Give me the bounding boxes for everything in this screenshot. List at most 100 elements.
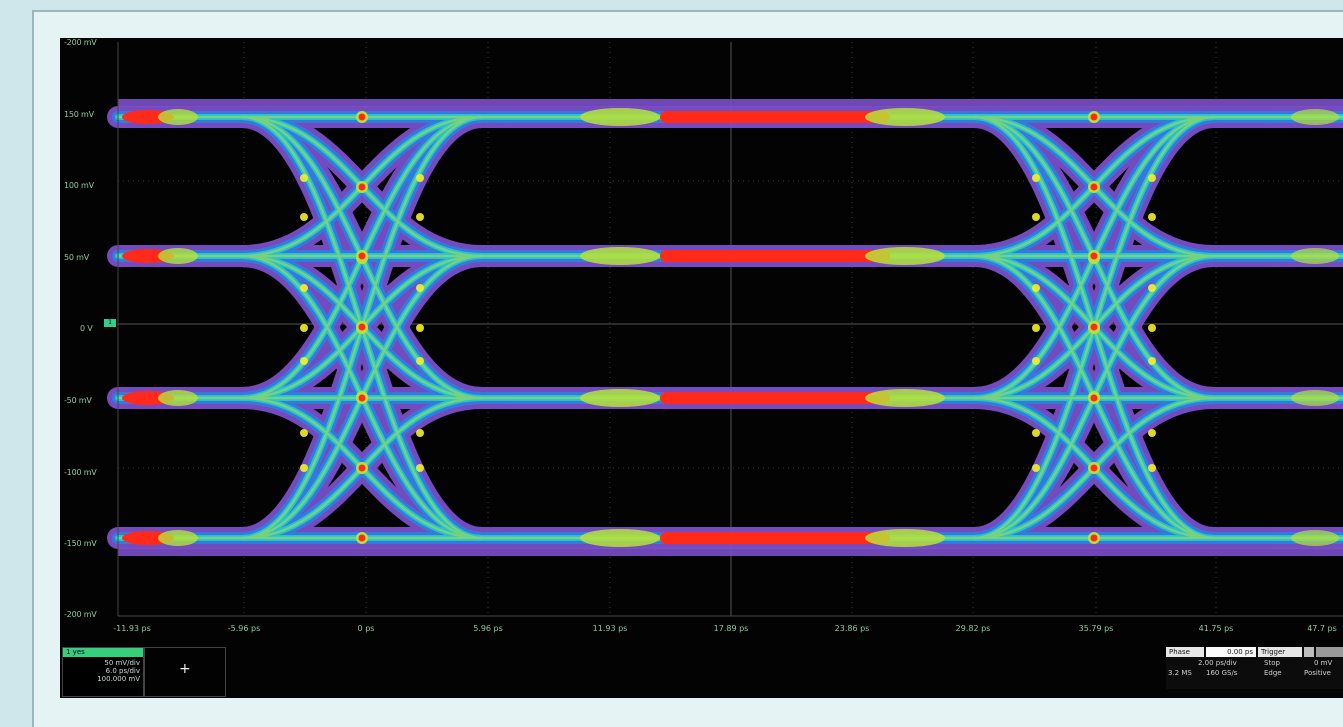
- add-channel-box[interactable]: +: [144, 647, 226, 697]
- crossing-side: [1032, 324, 1040, 332]
- crossing-side: [416, 324, 424, 332]
- channel-info-box[interactable]: 1 yes 50 mV/div 6.0 ps/div 100.000 mV: [62, 647, 144, 697]
- sample-rate: 160 GS/s: [1206, 669, 1238, 677]
- crossing-hot: [1090, 464, 1098, 472]
- density-hotspots: [122, 108, 1339, 547]
- crossing-side: [416, 284, 424, 292]
- bottom-rail: [118, 548, 1343, 556]
- trigger-label[interactable]: Trigger: [1258, 647, 1302, 657]
- crossing-side: [1148, 284, 1156, 292]
- plateau-warm: [865, 108, 945, 126]
- acquisition-status-panel[interactable]: Phase 0.00 ps Trigger 2.00 ps/div Stop 0…: [1166, 647, 1343, 689]
- edge-warm: [158, 390, 198, 406]
- crossing-side: [300, 357, 308, 365]
- crossing-side: [416, 213, 424, 221]
- plateau-warm: [580, 389, 660, 407]
- channel-offset: 100.000 mV: [97, 675, 140, 683]
- crossing-side: [1032, 464, 1040, 472]
- trigger-slope: Positive: [1304, 669, 1331, 677]
- x-tick-label-1: -5.96 ps: [227, 624, 261, 633]
- trigger-level: 0 mV: [1314, 659, 1333, 667]
- x-tick-label-4: 11.93 ps: [592, 624, 628, 633]
- crossing-hot: [1090, 534, 1098, 542]
- edge-warm: [158, 109, 198, 125]
- y-tick-label-1: 150 mV: [64, 110, 94, 119]
- crossing-side: [1032, 284, 1040, 292]
- plateau-warm: [865, 247, 945, 265]
- crossing-side: [1148, 429, 1156, 437]
- x-tick-label-3: 5.96 ps: [473, 624, 503, 633]
- crossing-side: [1032, 357, 1040, 365]
- trigger-option-b[interactable]: [1316, 647, 1343, 657]
- y-tick-label-6: -100 mV: [64, 468, 97, 477]
- phase-value-field[interactable]: 0.00 ps: [1206, 647, 1256, 657]
- channel-tab[interactable]: 1 yes: [63, 648, 143, 657]
- trigger-option-a[interactable]: [1304, 647, 1314, 657]
- crossing-side: [1032, 213, 1040, 221]
- y-tick-label-8: -200 mV: [64, 610, 97, 619]
- crossing-side: [300, 324, 308, 332]
- crossing-side: [1148, 357, 1156, 365]
- edge-warm: [1291, 248, 1339, 264]
- crossing-hot: [1090, 323, 1098, 331]
- plateau-warm: [580, 247, 660, 265]
- plateau-warm: [580, 108, 660, 126]
- crossing-hot: [1090, 394, 1098, 402]
- timebase-value: 2.00 ps/div: [1198, 659, 1237, 667]
- crossing-hot: [358, 464, 366, 472]
- crossing-hot: [1090, 113, 1098, 121]
- crossing-hot: [358, 534, 366, 542]
- y-tick-label-0: -200 mV: [64, 38, 97, 47]
- y-tick-label-3: 50 mV: [64, 253, 89, 262]
- x-tick-label-6: 23.86 ps: [834, 624, 870, 633]
- crossing-side: [300, 213, 308, 221]
- eye-diagram-plot[interactable]: [60, 38, 1343, 698]
- plateau-warm: [865, 529, 945, 547]
- add-icon[interactable]: +: [179, 661, 191, 677]
- y-tick-label-7: -150 mV: [64, 539, 97, 548]
- crossing-hot: [358, 183, 366, 191]
- channel-vertical-scale: 50 mV/div: [104, 659, 140, 667]
- top-rail: [118, 99, 1343, 107]
- crossing-side: [1148, 213, 1156, 221]
- edge-warm: [1291, 390, 1339, 406]
- crossing-side: [300, 464, 308, 472]
- channel-zero-marker[interactable]: 1: [104, 319, 116, 327]
- x-tick-label-5: 17.89 ps: [713, 624, 749, 633]
- x-tick-label-2: 0 ps: [357, 624, 375, 633]
- plateau-hot: [660, 532, 890, 544]
- crossing-side: [1148, 174, 1156, 182]
- y-tick-label-5: -50 mV: [64, 396, 92, 405]
- oscilloscope-display[interactable]: -200 mV 150 mV 100 mV 50 mV 0 V -50 mV -…: [60, 38, 1343, 698]
- plateau-hot: [660, 250, 890, 262]
- crossing-hot: [358, 394, 366, 402]
- edge-warm: [1291, 530, 1339, 546]
- plateau-warm: [580, 529, 660, 547]
- crossing-side: [416, 357, 424, 365]
- plateau-hot: [660, 111, 890, 123]
- x-tick-label-9: 41.75 ps: [1198, 624, 1234, 633]
- x-tick-label-7: 29.82 ps: [955, 624, 991, 633]
- phase-label: Phase: [1166, 647, 1204, 657]
- plateau-hot: [660, 392, 890, 404]
- crossing-hot: [358, 113, 366, 121]
- crossing-hot: [358, 252, 366, 260]
- crossing-side: [1032, 429, 1040, 437]
- edge-warm: [158, 248, 198, 264]
- edge-warm: [1291, 109, 1339, 125]
- edge-warm: [158, 530, 198, 546]
- crossing-hot: [1090, 183, 1098, 191]
- crossing-side: [416, 174, 424, 182]
- crossing-side: [416, 464, 424, 472]
- crossing-side: [300, 429, 308, 437]
- x-tick-label-10: 47.7 ps: [1307, 624, 1337, 633]
- trigger-type: Edge: [1264, 669, 1282, 677]
- x-tick-label-0: -11.93 ps: [113, 624, 151, 633]
- crossing-side: [416, 429, 424, 437]
- y-tick-label-4: 0 V: [80, 324, 93, 333]
- crossing-hot: [358, 323, 366, 331]
- crossing-side: [300, 284, 308, 292]
- x-tick-label-8: 35.79 ps: [1078, 624, 1114, 633]
- crossing-side: [1032, 174, 1040, 182]
- crossing-hot: [1090, 252, 1098, 260]
